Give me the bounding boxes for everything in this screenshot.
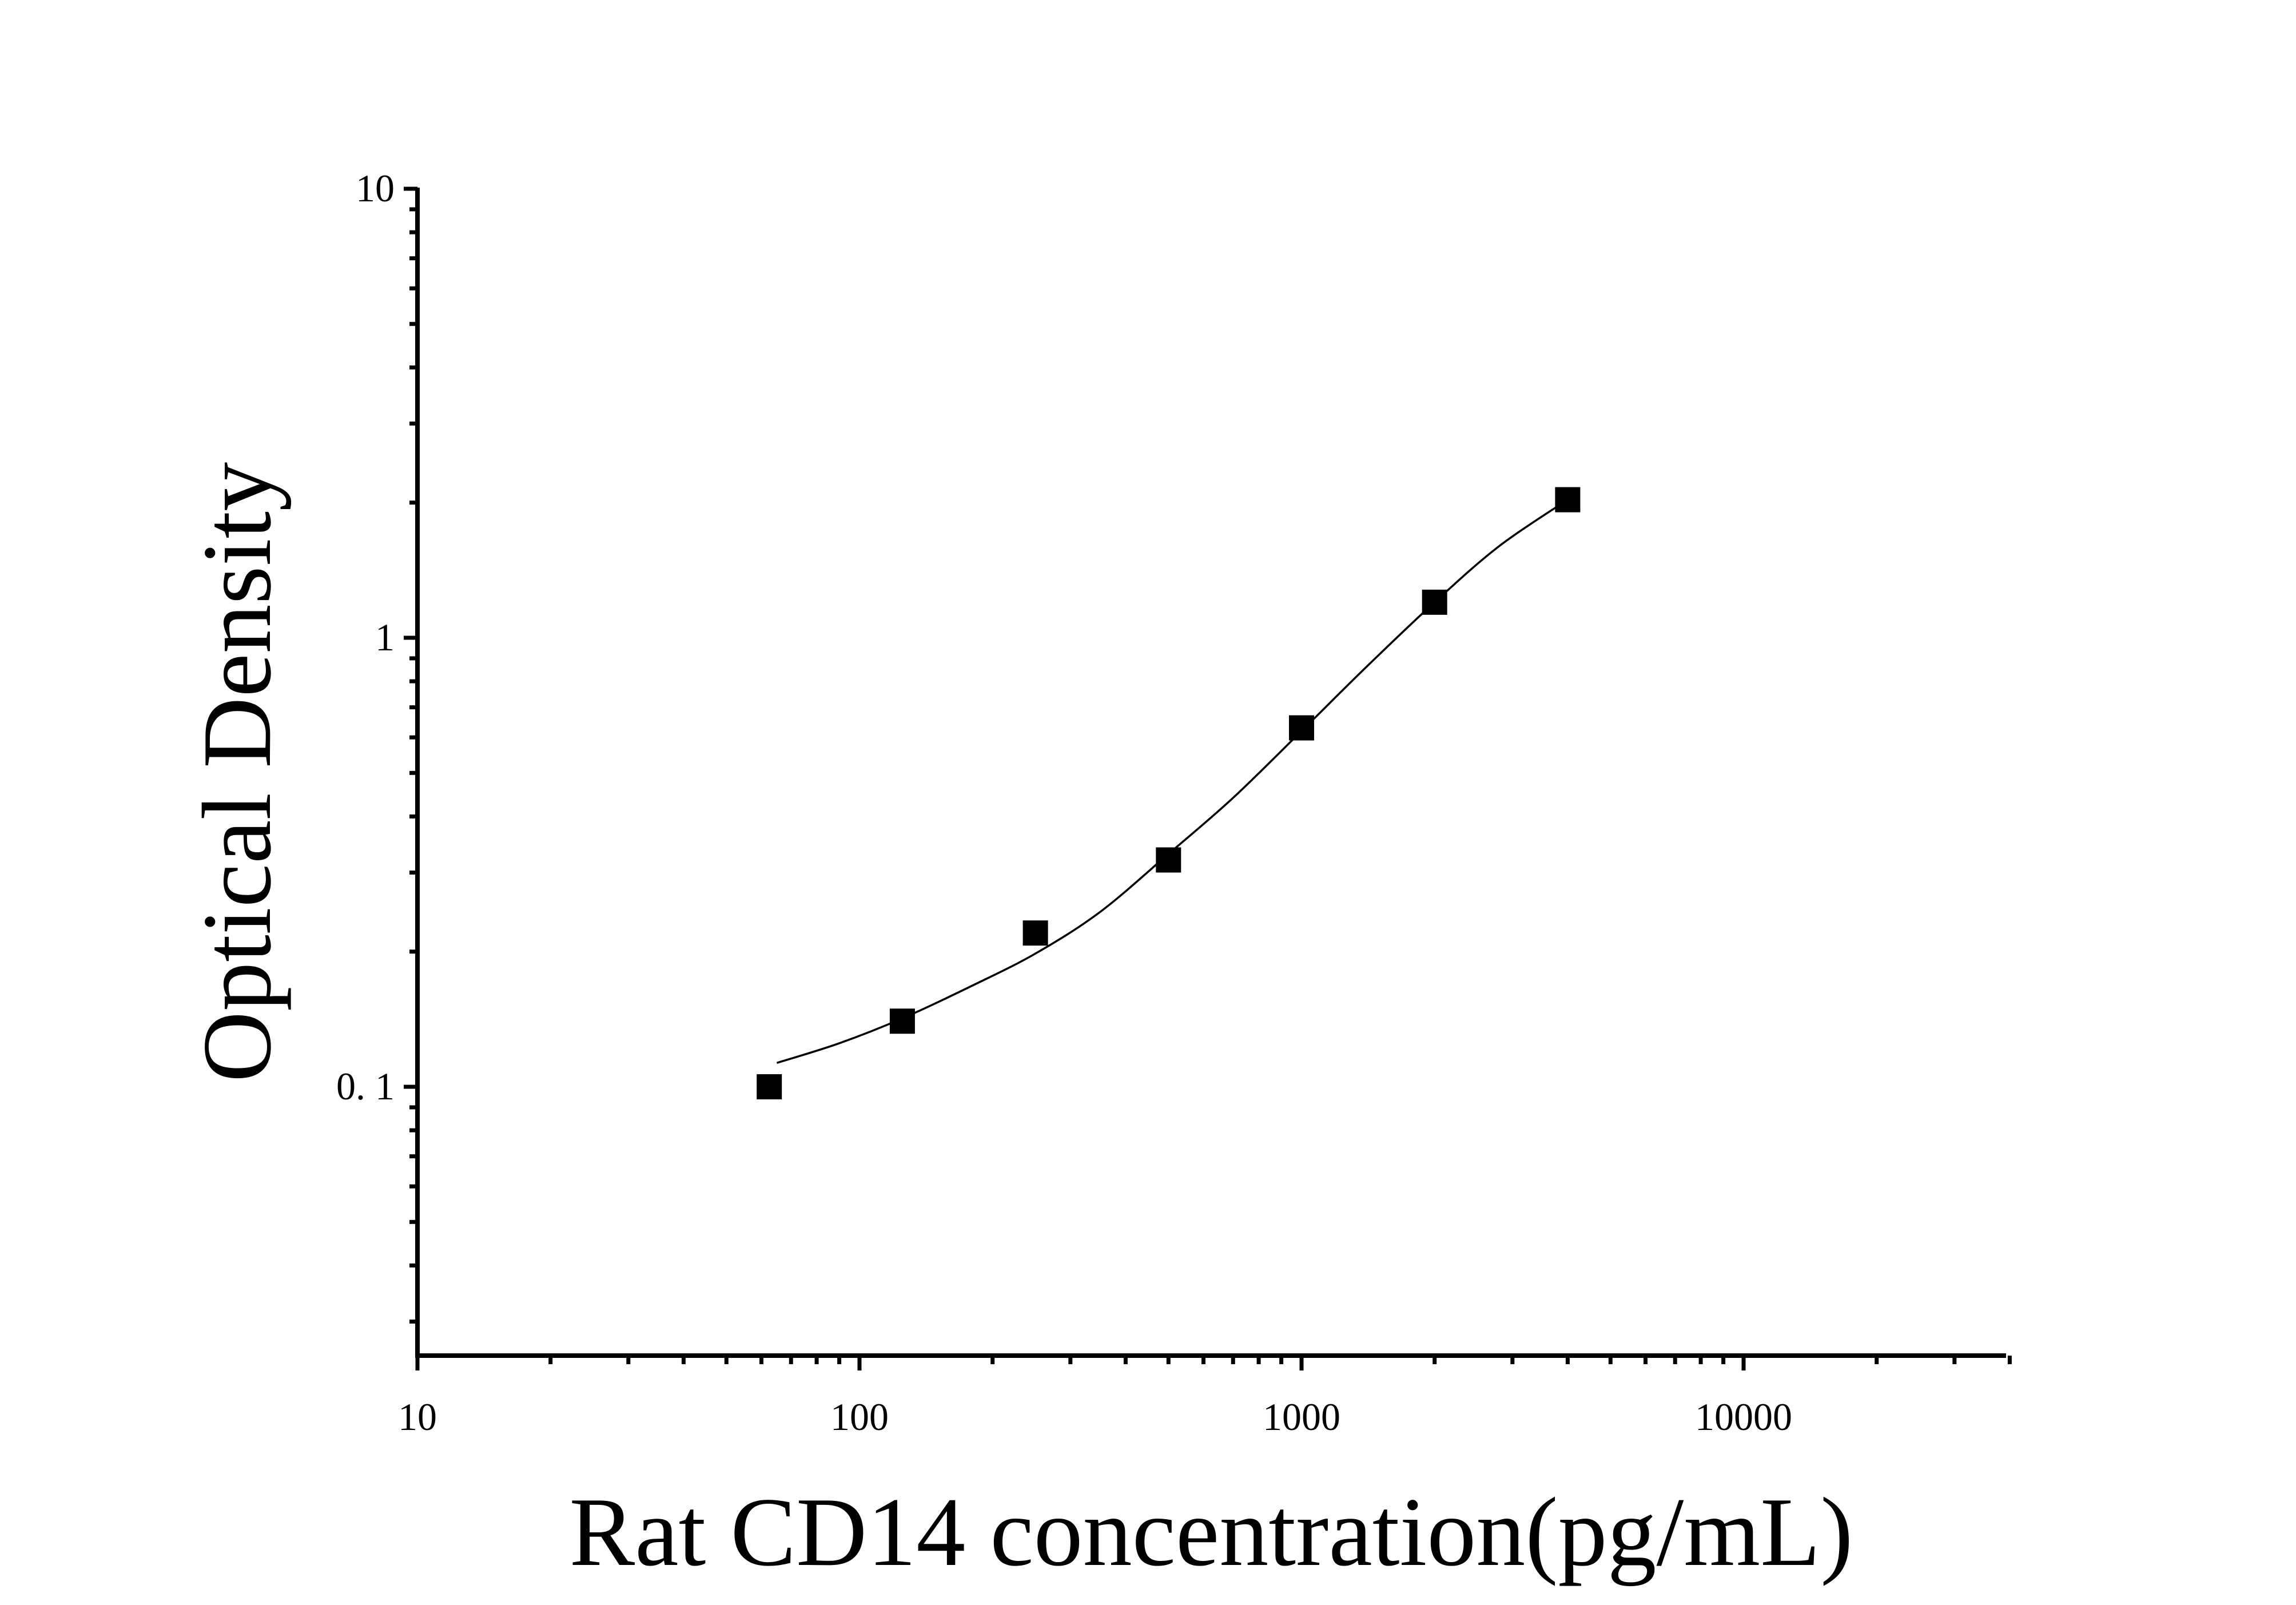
data-points xyxy=(757,487,1581,1099)
x-tick-label: 100 xyxy=(830,1395,889,1439)
y-tick-label: 0. 1 xyxy=(336,1064,395,1108)
data-point xyxy=(1022,920,1048,946)
data-point xyxy=(889,1008,915,1034)
data-point xyxy=(757,1074,782,1099)
data-point xyxy=(1422,589,1447,615)
fit-curve-line xyxy=(776,499,1569,1064)
y-tick-label: 10 xyxy=(356,166,395,210)
data-point xyxy=(1156,847,1181,873)
x-tick-label: 10 xyxy=(398,1395,437,1439)
data-point xyxy=(1555,487,1581,513)
y-tick-label: 1 xyxy=(375,615,395,659)
x-axis-title: Rat CD14 concentration(pg/mL) xyxy=(570,1478,1853,1587)
axes xyxy=(415,188,2006,1358)
tick-labels: 10 100 1000 10000 0. 1 1 10 xyxy=(336,166,1792,1439)
ticks xyxy=(404,186,2012,1370)
data-point xyxy=(1289,715,1314,741)
x-tick-label: 10000 xyxy=(1695,1395,1792,1439)
y-axis-title: Optical Density xyxy=(183,462,292,1082)
x-tick-label: 1000 xyxy=(1263,1395,1340,1439)
